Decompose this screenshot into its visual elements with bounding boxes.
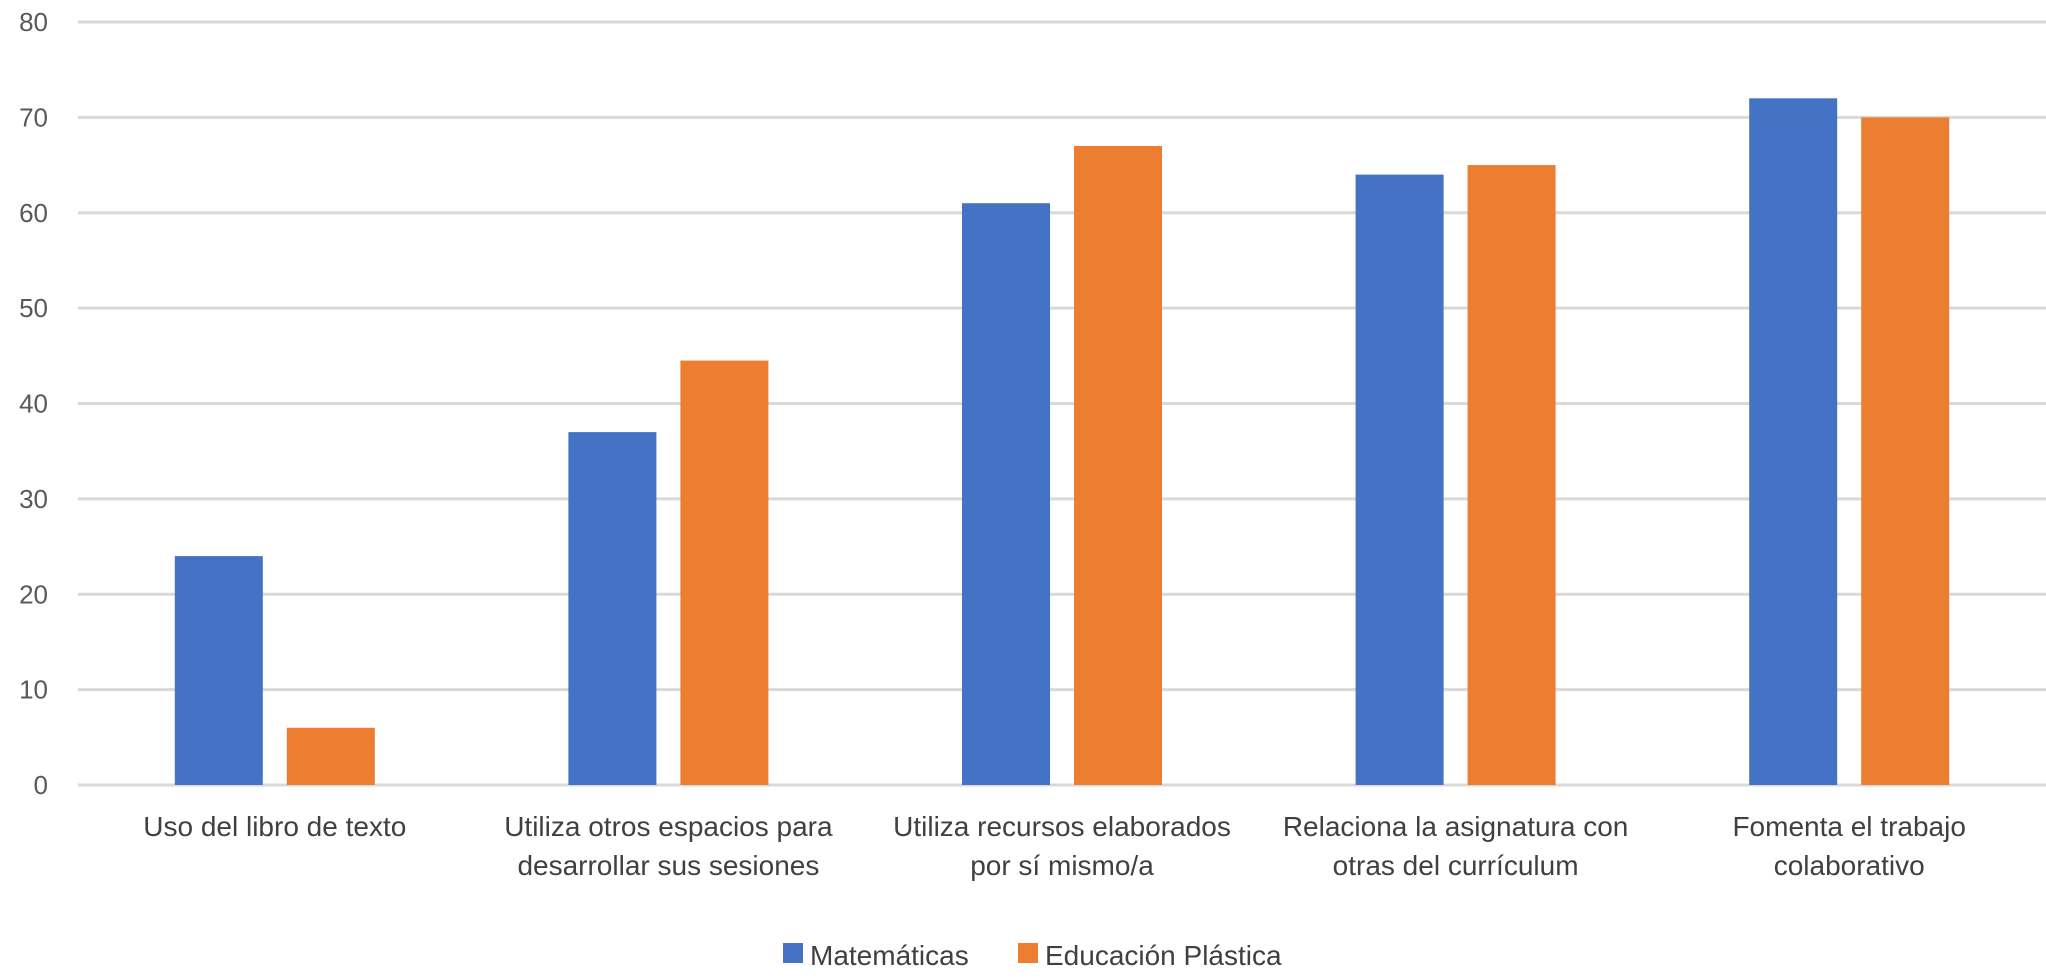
x-category-label: Fomenta el trabajo: [1732, 811, 1965, 842]
y-tick-label: 30: [19, 484, 48, 514]
bar-educacion-plastica: [680, 360, 769, 785]
legend-swatch: [1018, 943, 1038, 963]
x-category-label: desarrollar sus sesiones: [517, 850, 819, 881]
x-category-label: Relaciona la asignatura con: [1283, 811, 1629, 842]
bar-matematicas: [174, 556, 263, 785]
x-category-label: por sí mismo/a: [970, 850, 1154, 881]
bar-matematicas: [962, 203, 1050, 785]
x-category-label: otras del currículum: [1333, 850, 1579, 881]
y-tick-label: 40: [19, 389, 48, 419]
x-category-label: Utiliza otros espacios para: [504, 811, 833, 842]
bar-matematicas: [1749, 98, 1838, 786]
y-tick-label: 60: [19, 198, 48, 228]
y-tick-label: 0: [34, 770, 48, 800]
y-axis-tick-labels: 0 10 20 30 40 50 60 70 80: [19, 7, 48, 800]
legend-label: Educación Plástica: [1045, 940, 1282, 971]
y-tick-label: 20: [19, 579, 48, 609]
x-category-label: colaborativo: [1774, 850, 1925, 881]
legend-label: Matemáticas: [810, 940, 969, 971]
gridlines: [78, 20, 2046, 787]
bar-educacion-plastica: [1074, 145, 1162, 786]
bar-educacion-plastica: [1467, 165, 1556, 785]
bar-educacion-plastica: [1861, 117, 1950, 785]
x-axis-category-labels: Uso del libro de texto Utiliza otros espa…: [143, 811, 1966, 881]
legend-swatch: [783, 943, 803, 963]
y-tick-label: 10: [19, 675, 48, 705]
x-category-label: Utiliza recursos elaborados: [893, 811, 1231, 842]
y-tick-label: 80: [19, 7, 48, 37]
bar-matematicas: [568, 432, 657, 785]
x-category-label: Uso del libro de texto: [143, 811, 406, 842]
legend: Matemáticas Educación Plástica: [783, 940, 1282, 971]
bars: [174, 98, 1950, 786]
y-tick-label: 70: [19, 102, 48, 132]
bar-matematicas: [1355, 174, 1444, 786]
y-tick-label: 50: [19, 293, 48, 323]
bar-educacion-plastica: [286, 727, 375, 785]
